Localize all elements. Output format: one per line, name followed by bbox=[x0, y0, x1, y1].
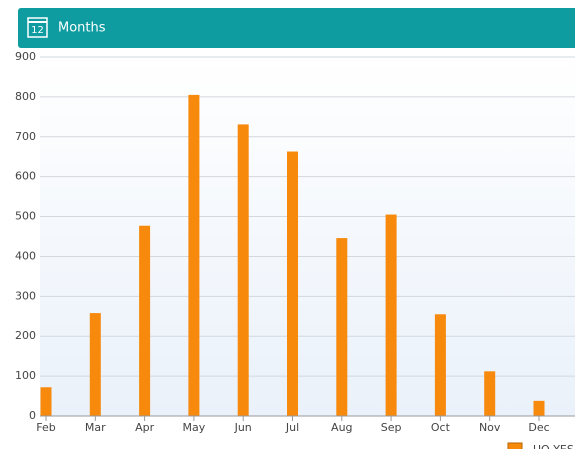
bar bbox=[40, 387, 52, 416]
plot-area bbox=[40, 57, 575, 416]
y-tick-label: 100 bbox=[15, 369, 36, 382]
x-tick-label: Mar bbox=[85, 421, 106, 434]
bar bbox=[336, 238, 348, 416]
bar bbox=[385, 214, 397, 416]
x-tick-label: Sep bbox=[381, 421, 402, 434]
x-tick-label: Feb bbox=[36, 421, 55, 434]
bar bbox=[287, 151, 298, 416]
chart: 0 100 200 300 400 500 600 700 800 900 Feb Mar Apr May… bbox=[15, 50, 575, 449]
header-bar bbox=[18, 8, 575, 48]
y-tick-label: 300 bbox=[15, 289, 36, 302]
bar bbox=[533, 400, 545, 416]
x-tick-label: Nov bbox=[479, 421, 501, 434]
bar bbox=[484, 371, 496, 416]
x-tick-label: Jun bbox=[234, 421, 252, 434]
x-tick-label: Dec bbox=[528, 421, 549, 434]
y-tick-label: 500 bbox=[15, 210, 36, 223]
bar bbox=[188, 94, 200, 417]
x-tick-label: Oct bbox=[431, 421, 451, 434]
y-tick-label: 400 bbox=[15, 249, 36, 262]
y-tick-label: 0 bbox=[29, 409, 36, 422]
bar bbox=[434, 314, 446, 416]
x-tick-label: Jul bbox=[285, 421, 299, 434]
y-tick-label: 900 bbox=[15, 50, 36, 63]
bar bbox=[237, 124, 249, 416]
x-tick-label: May bbox=[183, 421, 206, 434]
y-tick-label: 200 bbox=[15, 329, 36, 342]
calendar-icon bbox=[27, 17, 48, 38]
calendar-icon-text: 12 bbox=[31, 25, 44, 36]
y-tick-label: 800 bbox=[15, 90, 36, 103]
x-tick-label: Aug bbox=[331, 421, 352, 434]
bar bbox=[139, 225, 151, 416]
bar bbox=[89, 313, 101, 416]
legend-swatch bbox=[507, 442, 523, 449]
y-tick-label: 600 bbox=[15, 170, 36, 183]
y-tick-label: 700 bbox=[15, 130, 36, 143]
x-tick-label: Apr bbox=[135, 421, 155, 434]
header-title: Months bbox=[58, 21, 106, 36]
legend-label: UQ YES 1 bbox=[533, 443, 575, 449]
